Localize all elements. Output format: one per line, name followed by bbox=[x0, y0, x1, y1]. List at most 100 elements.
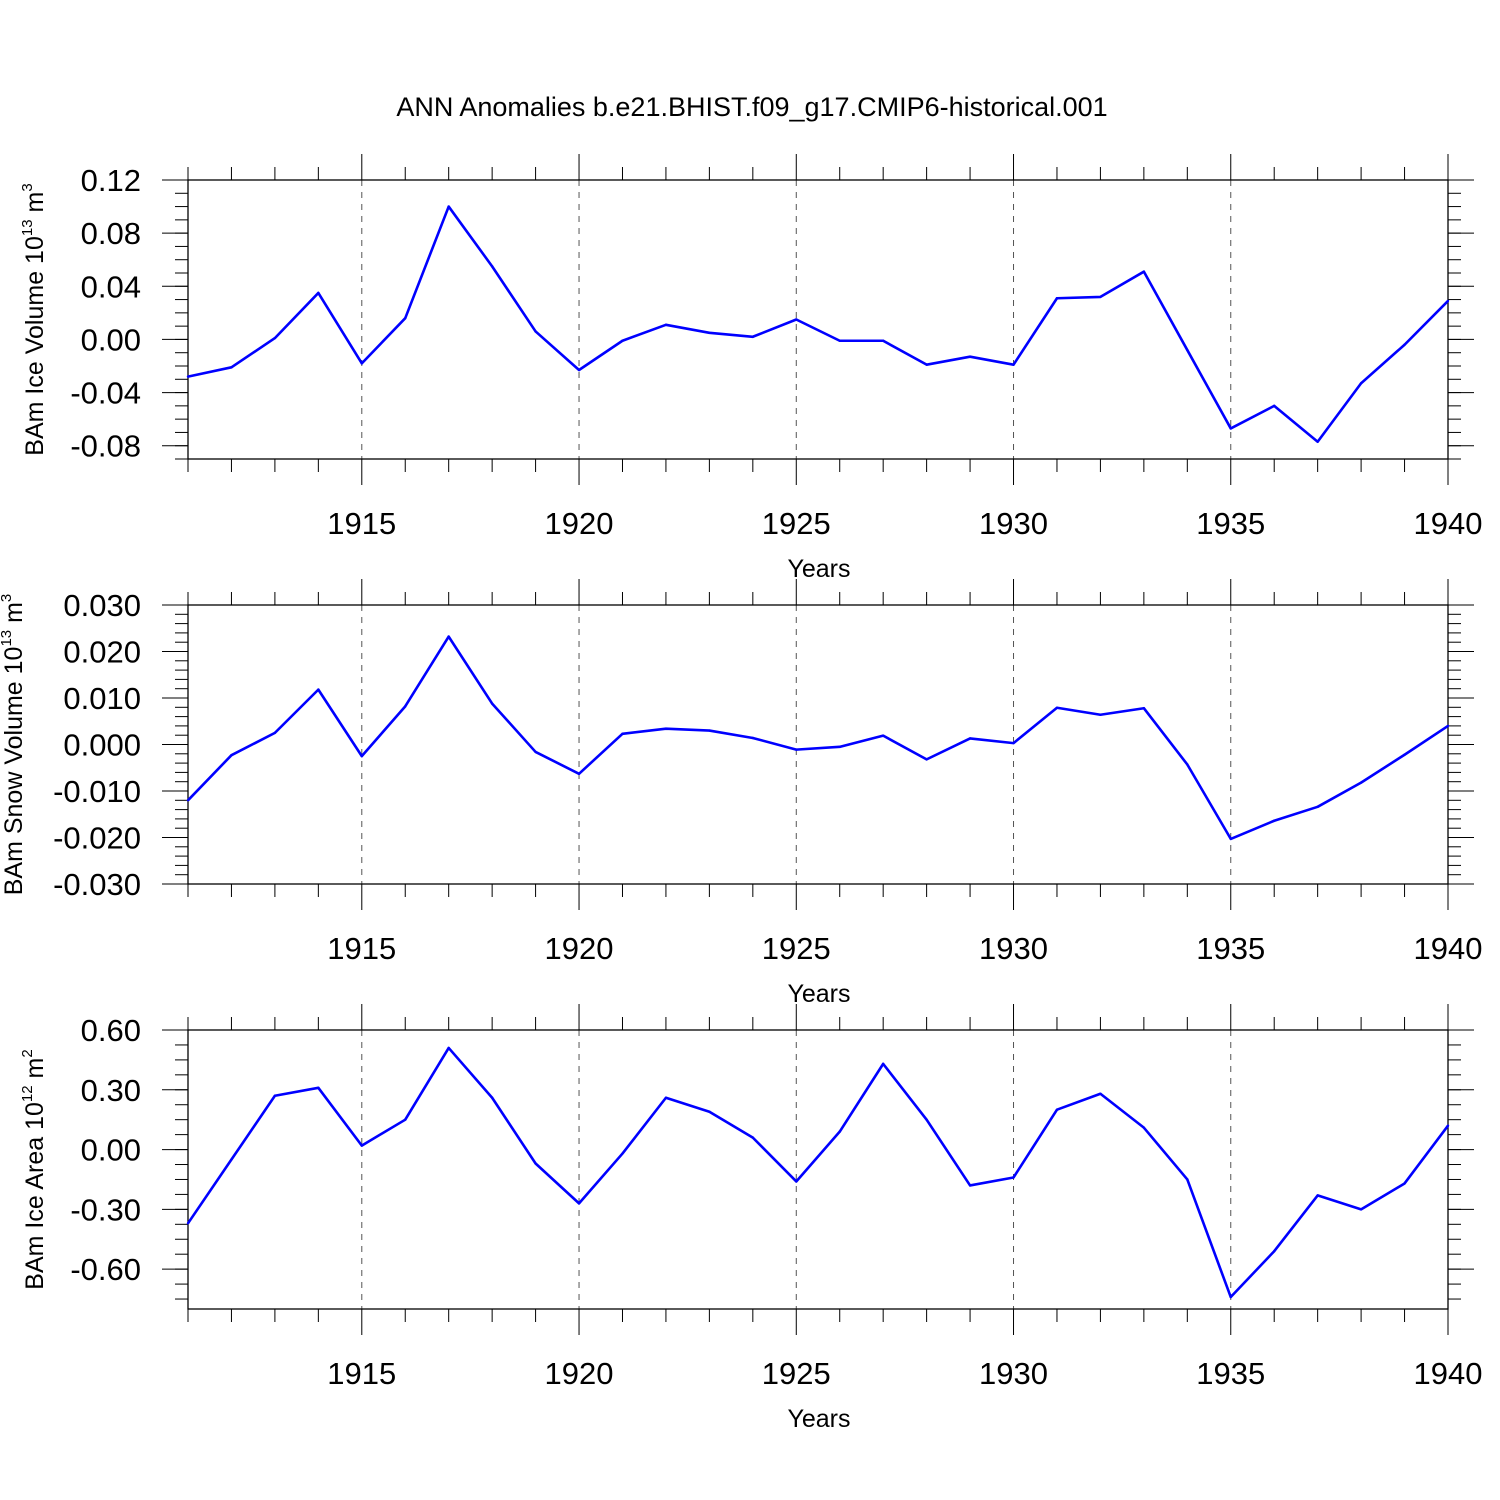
data-point bbox=[1359, 382, 1363, 385]
y-axis-label-superscript: 3 bbox=[19, 183, 36, 191]
data-point bbox=[1403, 753, 1406, 756]
data-point bbox=[360, 1144, 363, 1147]
y-axis-label-superscript: 3 bbox=[0, 594, 15, 602]
data-point bbox=[1359, 781, 1363, 784]
data-point bbox=[1012, 363, 1015, 366]
x-tick-label: 1940 bbox=[1414, 506, 1483, 541]
y-tick-label: 0.00 bbox=[81, 1133, 141, 1168]
y-axis-label: BAm Snow Volume 1013 m3 bbox=[0, 594, 28, 896]
data-point bbox=[447, 635, 450, 638]
y-axis-label-part: BAm Ice Volume 10 bbox=[21, 236, 49, 456]
data-point bbox=[708, 1110, 711, 1113]
data-point bbox=[404, 316, 407, 320]
data-point bbox=[1316, 1194, 1319, 1197]
data-point bbox=[1099, 713, 1102, 716]
x-tick-label: 1920 bbox=[545, 931, 614, 966]
data-point bbox=[1229, 837, 1232, 841]
data-point bbox=[1012, 741, 1015, 745]
data-point bbox=[273, 1094, 277, 1097]
y-axis-label-superscript: 12 bbox=[19, 1085, 36, 1102]
data-point bbox=[838, 1130, 841, 1133]
data-point bbox=[1186, 348, 1189, 352]
x-tick-label: 1920 bbox=[545, 506, 614, 541]
data-point bbox=[1055, 297, 1059, 300]
data-point bbox=[317, 291, 320, 295]
y-tick-label: -0.04 bbox=[70, 376, 141, 411]
data-point bbox=[708, 331, 711, 334]
y-tick-label: -0.08 bbox=[70, 429, 141, 464]
x-tick-label: 1940 bbox=[1414, 1356, 1483, 1391]
data-point bbox=[1273, 404, 1276, 408]
y-tick-label: -0.030 bbox=[53, 867, 141, 902]
data-point bbox=[1186, 763, 1189, 766]
data-point bbox=[1142, 1126, 1146, 1129]
y-tick-label: 0.000 bbox=[63, 728, 141, 763]
y-axis-label-part: m bbox=[0, 602, 28, 630]
y-tick-label: 0.020 bbox=[63, 635, 141, 670]
y-axis-label-part: BAm Ice Area 10 bbox=[21, 1102, 49, 1290]
x-axis-label: Years bbox=[787, 555, 850, 583]
data-point bbox=[968, 1184, 972, 1187]
data-point bbox=[490, 702, 494, 705]
data-point bbox=[881, 339, 885, 342]
data-point bbox=[230, 753, 233, 757]
data-point bbox=[360, 754, 363, 758]
data-point bbox=[230, 366, 233, 369]
data-point bbox=[925, 363, 928, 366]
data-point bbox=[447, 1046, 450, 1050]
data-point bbox=[708, 729, 711, 732]
data-point bbox=[881, 734, 885, 737]
y-axis-label-part: m bbox=[21, 192, 49, 220]
data-point bbox=[751, 335, 755, 338]
data-point bbox=[838, 745, 841, 749]
data-point bbox=[1316, 805, 1319, 809]
data-point bbox=[621, 1152, 624, 1155]
y-axis-label: BAm Ice Area 1012 m2 bbox=[19, 1049, 49, 1289]
data-point bbox=[186, 1222, 190, 1225]
data-point bbox=[360, 362, 363, 365]
x-tick-label: 1935 bbox=[1196, 506, 1265, 541]
data-point bbox=[230, 1158, 233, 1161]
data-point bbox=[1142, 707, 1146, 710]
y-tick-label: -0.020 bbox=[53, 821, 141, 856]
x-tick-label: 1915 bbox=[327, 1356, 396, 1391]
data-point bbox=[490, 265, 494, 268]
data-point bbox=[186, 375, 190, 378]
data-point bbox=[1403, 1182, 1406, 1185]
data-point bbox=[925, 1118, 928, 1121]
y-tick-label: 0.00 bbox=[81, 322, 141, 357]
y-tick-label: 0.010 bbox=[63, 681, 141, 716]
data-point bbox=[404, 705, 407, 708]
x-tick-label: 1940 bbox=[1414, 931, 1483, 966]
data-point bbox=[1229, 427, 1232, 430]
x-tick-label: 1920 bbox=[545, 1356, 614, 1391]
data-point bbox=[968, 355, 972, 358]
data-point bbox=[447, 205, 450, 208]
data-point bbox=[1359, 1208, 1363, 1211]
panel-2: 1915 1920 1925 1930 1935 1940 -0.030 -0.020 -0.0… bbox=[0, 579, 1482, 1008]
data-point bbox=[577, 772, 581, 775]
plot-frame bbox=[187, 179, 1449, 460]
data-point bbox=[273, 731, 277, 735]
data-point bbox=[1403, 343, 1406, 346]
data-point bbox=[1186, 1178, 1189, 1181]
data-point bbox=[1273, 1250, 1276, 1253]
y-tick-label: 0.12 bbox=[81, 163, 141, 198]
x-tick-label: 1915 bbox=[327, 506, 396, 541]
data-point bbox=[404, 1118, 407, 1121]
data-point bbox=[968, 737, 972, 740]
data-point bbox=[621, 339, 624, 342]
data-point bbox=[838, 339, 841, 342]
x-tick-label: 1925 bbox=[762, 1356, 831, 1391]
data-point bbox=[1273, 819, 1276, 822]
data-point bbox=[577, 1202, 581, 1205]
data-point bbox=[751, 736, 755, 740]
y-axis-label-superscript: 2 bbox=[19, 1049, 36, 1057]
data-point bbox=[795, 1180, 798, 1183]
data-point bbox=[273, 336, 277, 340]
y-axis-label: BAm Ice Volume 1013 m3 bbox=[19, 183, 49, 455]
y-tick-label: -0.60 bbox=[70, 1252, 141, 1287]
data-point bbox=[664, 727, 668, 730]
data-point bbox=[577, 368, 581, 372]
